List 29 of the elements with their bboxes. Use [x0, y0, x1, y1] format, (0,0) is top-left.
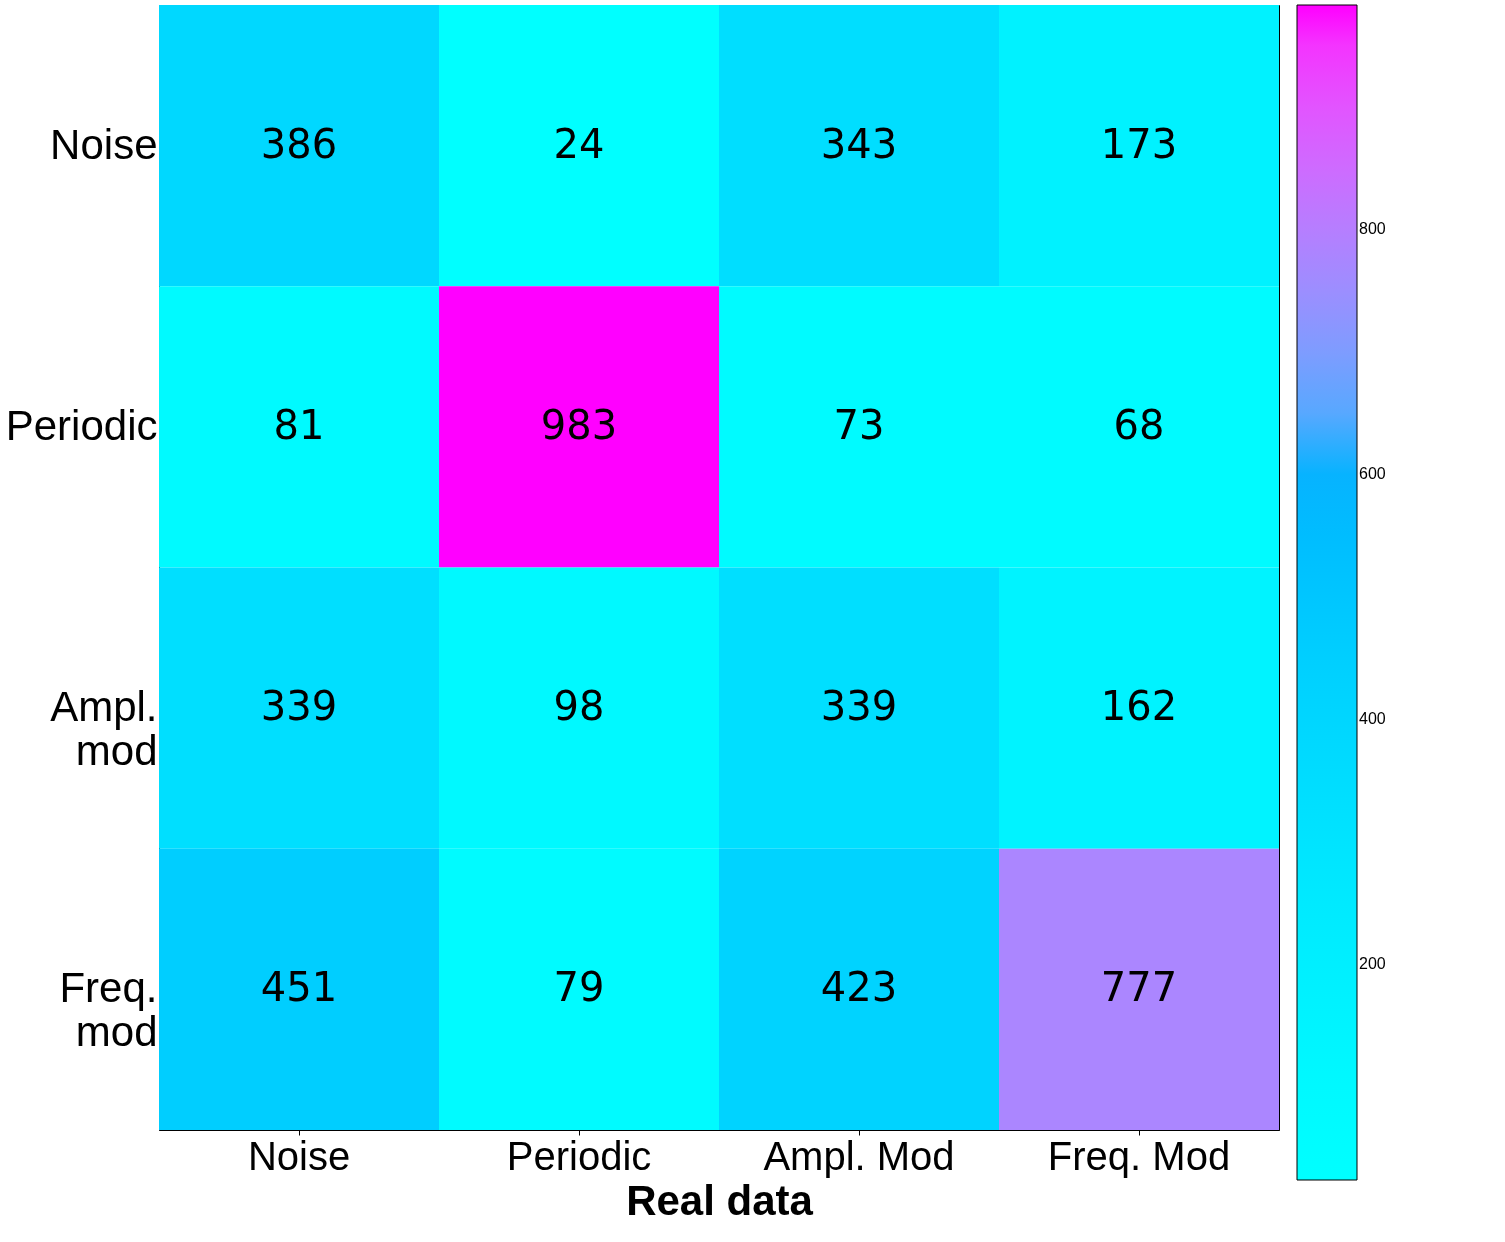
- data-label: 162: [1100, 683, 1178, 730]
- y-tick-label: Ampl. mod: [50, 683, 158, 775]
- data-label: 68: [1113, 401, 1165, 448]
- data-label: 79: [553, 964, 605, 1011]
- data-label: 343: [820, 120, 898, 167]
- x-tick-label: Ampl. Mod: [763, 1133, 955, 1178]
- y-tick-label: Freq. mod: [59, 964, 158, 1056]
- data-label: 173: [1100, 120, 1178, 167]
- color-bar-label: 400: [1359, 710, 1386, 728]
- x-tick-label: Noise: [247, 1133, 351, 1178]
- data-label: 777: [1100, 964, 1178, 1011]
- data-label: 73: [833, 401, 885, 448]
- x-axis-title: Real data: [626, 1176, 814, 1224]
- data-label: 339: [820, 683, 898, 730]
- color-bar-label: 600: [1359, 465, 1386, 483]
- x-tick-label: Periodic: [506, 1133, 652, 1178]
- y-tick-label: Periodic: [5, 401, 158, 449]
- y-tick-label: Noise: [50, 120, 158, 168]
- data-label: 24: [553, 120, 605, 167]
- data-label: 423: [820, 964, 898, 1011]
- data-label: 98: [553, 683, 605, 730]
- data-label: 451: [260, 964, 338, 1011]
- data-label: 983: [540, 401, 618, 448]
- data-label: 339: [260, 683, 338, 730]
- color-bar-label: 800: [1359, 220, 1386, 238]
- data-label: 81: [273, 401, 325, 448]
- color-bar-label: 200: [1359, 955, 1386, 973]
- x-tick-label: Freq. Mod: [1047, 1133, 1231, 1178]
- data-label: 386: [260, 120, 338, 167]
